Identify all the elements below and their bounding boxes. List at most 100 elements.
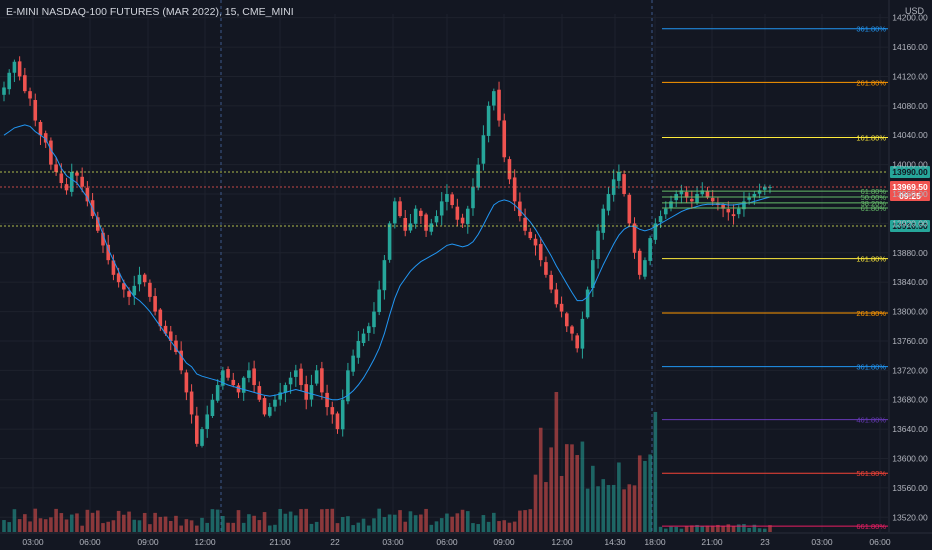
x-tick-label: 09:00 bbox=[137, 537, 159, 547]
volume-bar bbox=[69, 514, 74, 532]
candle-body bbox=[247, 370, 251, 378]
candle-body bbox=[2, 87, 6, 95]
volume-bar bbox=[658, 526, 663, 532]
volume-bar bbox=[690, 525, 694, 532]
volume-bar bbox=[726, 524, 731, 532]
candle-body bbox=[492, 91, 496, 106]
volume-bar bbox=[304, 508, 309, 532]
volume-bar bbox=[762, 528, 767, 532]
y-tick-label: 13920.00 bbox=[892, 218, 928, 228]
candle-body bbox=[361, 333, 366, 344]
candle-body bbox=[43, 133, 48, 143]
volume-bar bbox=[75, 513, 79, 532]
candle-body bbox=[580, 318, 585, 349]
candle-body bbox=[736, 208, 741, 215]
volume-bar bbox=[163, 516, 168, 532]
candle-body bbox=[137, 274, 142, 285]
candle-body bbox=[283, 385, 288, 393]
candle-body bbox=[695, 194, 699, 203]
fib-level-label: 38.20% bbox=[861, 199, 887, 208]
fib-level-label: 561.80% bbox=[856, 469, 886, 478]
candle-body bbox=[278, 392, 282, 400]
volume-bar bbox=[340, 517, 345, 532]
x-tick-label: 06:00 bbox=[869, 537, 891, 547]
candle-body bbox=[116, 273, 121, 283]
candle-body bbox=[752, 194, 757, 197]
y-tick-label: 14200.00 bbox=[892, 13, 928, 23]
volume-bar bbox=[195, 525, 199, 532]
volume-bar bbox=[663, 528, 668, 532]
candle-body bbox=[257, 386, 262, 400]
volume-bar bbox=[736, 524, 741, 532]
candle-body bbox=[33, 100, 38, 121]
candle-body bbox=[330, 407, 335, 415]
volume-bar bbox=[632, 485, 637, 532]
candle-body bbox=[497, 89, 501, 121]
volume-bar bbox=[168, 520, 173, 532]
volume-bar bbox=[283, 513, 288, 532]
candle-body bbox=[408, 223, 413, 231]
candle-body bbox=[393, 201, 397, 224]
volume-bar bbox=[528, 509, 533, 532]
candle-body bbox=[606, 194, 611, 211]
candle-body bbox=[111, 260, 116, 275]
candle-body bbox=[632, 223, 637, 253]
candle-body bbox=[653, 223, 658, 240]
volume-bar bbox=[335, 523, 340, 532]
volume-bar bbox=[28, 521, 32, 532]
volume-bar bbox=[64, 519, 69, 532]
volume-bar bbox=[158, 516, 163, 532]
x-tick-label: 21:00 bbox=[701, 537, 723, 547]
candle-body bbox=[195, 415, 199, 444]
y-tick-label: 14160.00 bbox=[892, 42, 928, 52]
candle-body bbox=[325, 392, 329, 408]
candle-body bbox=[471, 186, 475, 209]
x-tick-label: 03:00 bbox=[382, 537, 404, 547]
volume-bar bbox=[393, 514, 397, 532]
y-tick-label: 13840.00 bbox=[892, 277, 928, 287]
volume-bar bbox=[679, 528, 684, 532]
candle-body bbox=[346, 370, 350, 402]
candle-body bbox=[486, 105, 491, 136]
volume-bar bbox=[445, 513, 449, 532]
candle-body bbox=[731, 214, 736, 217]
candle-body bbox=[601, 208, 606, 233]
volume-bar bbox=[538, 427, 543, 532]
candle-body bbox=[106, 244, 111, 261]
candle-body bbox=[189, 391, 194, 415]
volume-bar bbox=[320, 509, 324, 532]
volume-bar bbox=[585, 488, 590, 532]
price-tag-label: 13969.50 bbox=[892, 182, 928, 192]
volume-bar bbox=[236, 510, 241, 532]
candle-body bbox=[7, 72, 12, 90]
candle-body bbox=[38, 121, 43, 136]
candle-body bbox=[377, 289, 381, 313]
x-tick-label: 14:30 bbox=[604, 537, 626, 547]
candle-body bbox=[559, 303, 564, 312]
candle-body bbox=[210, 399, 215, 417]
volume-bar bbox=[419, 514, 423, 532]
candle-body bbox=[17, 61, 22, 77]
volume-bar bbox=[768, 525, 772, 532]
candle-body bbox=[184, 372, 189, 393]
chart-title: E-MINI NASDAQ-100 FUTURES (MAR 2022), 15… bbox=[6, 6, 294, 18]
candle-body bbox=[226, 369, 230, 378]
x-tick-label: 03:00 bbox=[22, 537, 44, 547]
volume-bar bbox=[575, 455, 579, 532]
candle-body bbox=[127, 291, 131, 297]
candle-body bbox=[507, 159, 512, 180]
volume-bar bbox=[382, 517, 387, 532]
volume-bar bbox=[377, 508, 381, 532]
volume-bar bbox=[205, 522, 210, 532]
volume-bar bbox=[549, 447, 553, 532]
volume-bar bbox=[643, 460, 647, 532]
candle-body bbox=[54, 164, 58, 172]
volume-bar bbox=[465, 511, 470, 532]
volume-bar bbox=[492, 512, 496, 532]
volume-bar bbox=[330, 508, 335, 532]
candle-body bbox=[101, 232, 105, 246]
candle-body bbox=[294, 370, 298, 377]
x-tick-label: 22 bbox=[330, 537, 340, 547]
candle-body bbox=[356, 340, 361, 358]
